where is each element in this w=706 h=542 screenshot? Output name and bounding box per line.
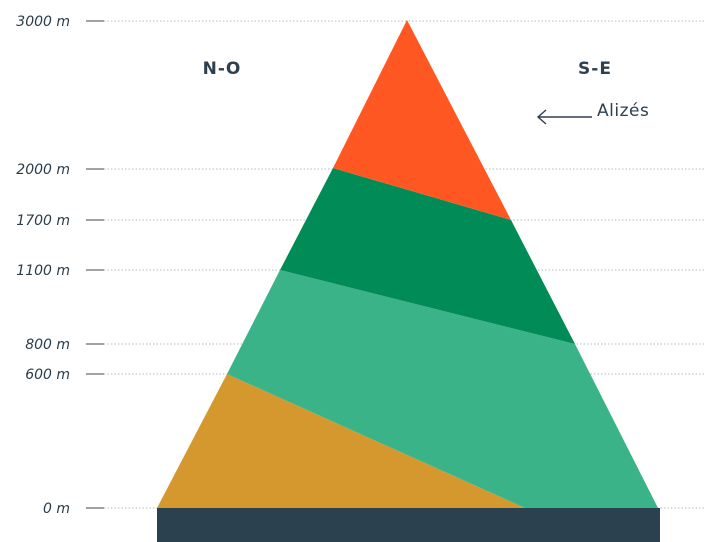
altitude-tick-label: 0 m <box>43 501 70 517</box>
altitude-tick-label: 1700 m <box>16 213 70 229</box>
zone-high-band <box>280 168 575 344</box>
zone-mid-band <box>227 270 658 508</box>
mountain-base <box>157 508 660 542</box>
side-label-southeast: S-E <box>578 59 612 79</box>
altitude-tick-label: 1100 m <box>16 263 70 279</box>
altitude-tick-label: 3000 m <box>16 14 70 30</box>
zone-summit-band <box>333 20 511 220</box>
wind-label: Alizés <box>597 101 649 121</box>
altitude-tick-label: 2000 m <box>16 162 70 178</box>
altitude-tick-label: 800 m <box>25 337 70 353</box>
altitude-axis: 3000 m 2000 m 1700 m 1100 m 800 m 600 m 0 m <box>16 14 104 517</box>
wind-arrow <box>536 109 592 125</box>
altitude-tick-label: 600 m <box>25 367 70 383</box>
side-label-northwest: N-O <box>203 59 242 79</box>
zone-low-band <box>157 374 525 508</box>
